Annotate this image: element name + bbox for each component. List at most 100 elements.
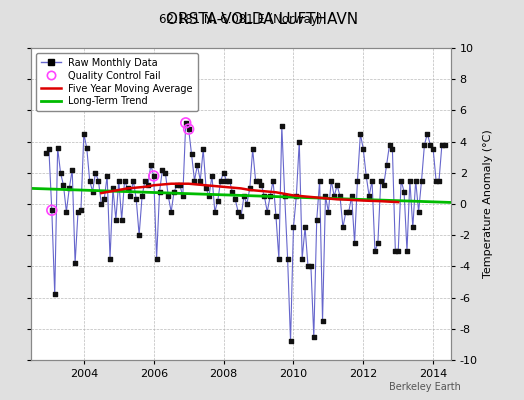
Y-axis label: Temperature Anomaly (°C): Temperature Anomaly (°C) [483, 130, 493, 278]
Text: ORSTA-VOLDA LUFTHAVN: ORSTA-VOLDA LUFTHAVN [166, 12, 358, 27]
Point [319, 318, 327, 324]
Point [80, 130, 88, 137]
Point [298, 256, 307, 262]
Point [149, 173, 158, 179]
Point [53, 145, 62, 151]
Point [123, 185, 132, 192]
Point [414, 209, 423, 215]
Point [263, 209, 271, 215]
Point [196, 178, 204, 184]
Point [368, 178, 376, 184]
Point [336, 193, 344, 199]
Point [144, 182, 152, 188]
Point [243, 201, 251, 207]
Point [100, 196, 108, 202]
Point [429, 146, 438, 152]
Point [176, 182, 184, 188]
Point [208, 173, 216, 179]
Point [330, 193, 339, 199]
Point [423, 130, 432, 137]
Point [65, 185, 73, 192]
Point [295, 138, 303, 145]
Point [420, 142, 429, 148]
Point [248, 146, 257, 152]
Point [109, 185, 117, 192]
Point [199, 146, 208, 152]
Point [371, 248, 379, 254]
Point [359, 146, 367, 152]
Point [147, 162, 155, 168]
Point [406, 178, 414, 184]
Point [345, 209, 353, 215]
Point [57, 170, 65, 176]
Point [388, 146, 397, 152]
Point [391, 248, 399, 254]
Point [275, 256, 283, 262]
Text: Berkeley Earth: Berkeley Earth [389, 382, 461, 392]
Point [74, 209, 82, 215]
Point [324, 209, 333, 215]
Point [94, 178, 103, 184]
Point [170, 188, 178, 195]
Point [173, 182, 181, 188]
Point [280, 193, 289, 199]
Point [432, 178, 440, 184]
Point [48, 207, 56, 214]
Point [379, 182, 388, 188]
Point [106, 256, 114, 262]
Point [252, 178, 260, 184]
Point [321, 193, 330, 199]
Point [184, 126, 193, 132]
Point [158, 166, 167, 173]
Point [283, 256, 292, 262]
Point [181, 120, 190, 126]
Point [42, 149, 50, 156]
Point [374, 240, 382, 246]
Point [179, 193, 187, 199]
Point [161, 170, 170, 176]
Point [50, 291, 59, 298]
Point [441, 142, 449, 148]
Point [400, 188, 408, 195]
Point [117, 216, 126, 223]
Point [342, 209, 350, 215]
Point [333, 182, 341, 188]
Point [353, 178, 362, 184]
Legend: Raw Monthly Data, Quality Control Fail, Five Year Moving Average, Long-Term Tren: Raw Monthly Data, Quality Control Fail, … [36, 53, 198, 111]
Point [254, 178, 263, 184]
Point [77, 207, 85, 214]
Point [292, 193, 301, 199]
Point [202, 185, 210, 192]
Point [312, 216, 321, 223]
Point [383, 162, 391, 168]
Point [220, 170, 228, 176]
Point [193, 162, 202, 168]
Point [59, 182, 68, 188]
Point [135, 232, 144, 238]
Point [397, 178, 406, 184]
Point [181, 120, 190, 126]
Point [409, 224, 417, 230]
Point [304, 263, 312, 270]
Point [417, 178, 425, 184]
Point [129, 178, 137, 184]
Point [356, 130, 365, 137]
Point [351, 240, 359, 246]
Point [260, 193, 268, 199]
Point [246, 185, 254, 192]
Point [362, 173, 370, 179]
Point [141, 178, 149, 184]
Point [71, 260, 79, 266]
Point [385, 142, 394, 148]
Point [184, 126, 193, 132]
Point [307, 263, 315, 270]
Point [438, 142, 446, 148]
Point [190, 178, 199, 184]
Point [132, 196, 140, 202]
Point [237, 213, 245, 220]
Point [126, 193, 135, 199]
Point [266, 193, 275, 199]
Point [365, 193, 373, 199]
Point [301, 224, 309, 230]
Point [97, 201, 105, 207]
